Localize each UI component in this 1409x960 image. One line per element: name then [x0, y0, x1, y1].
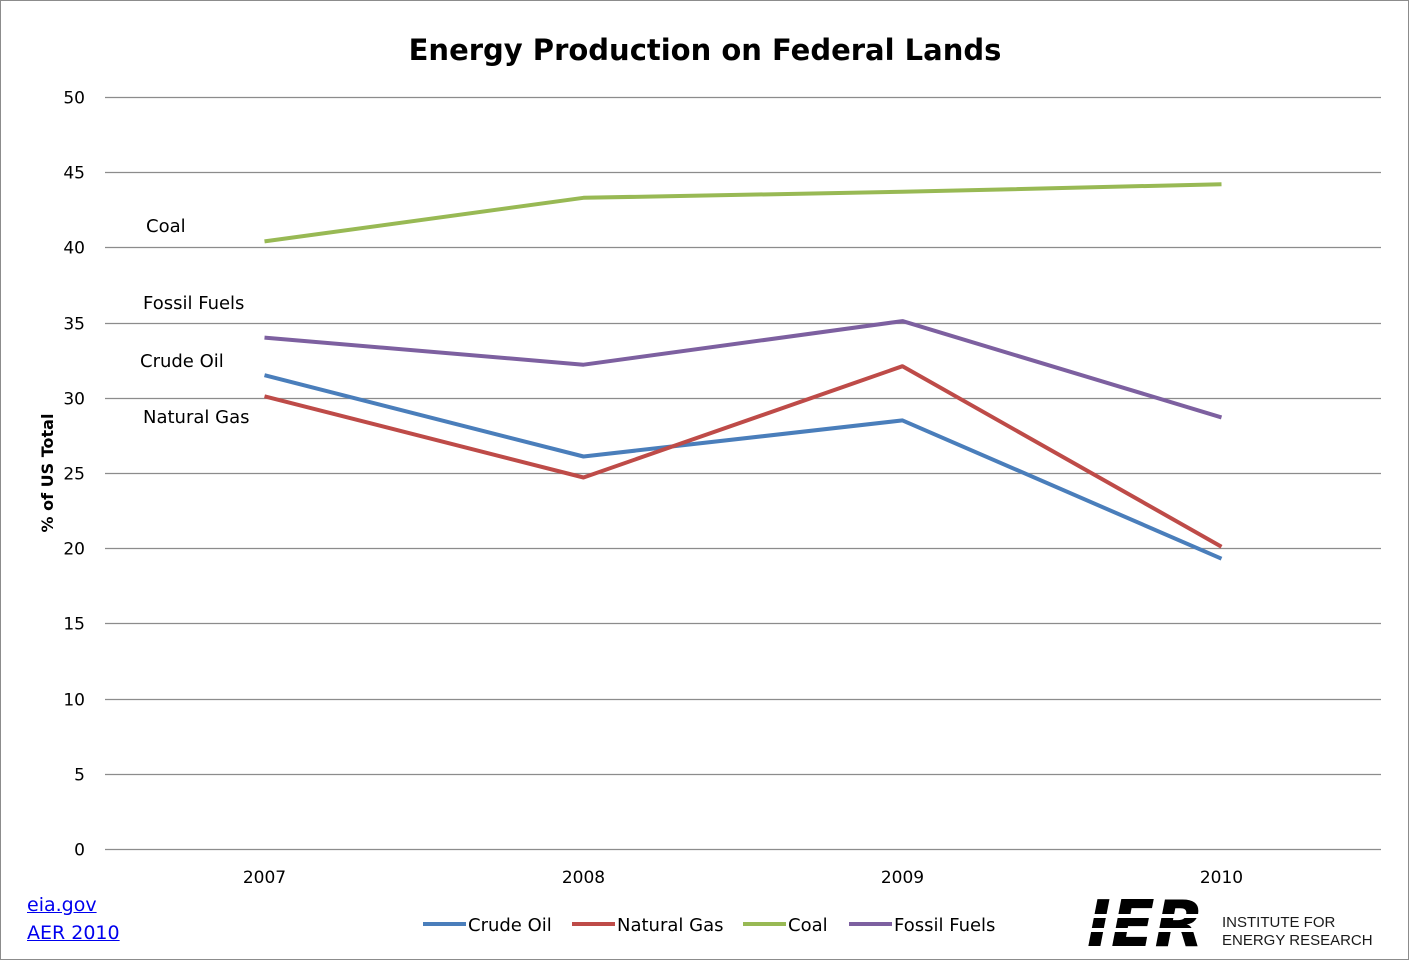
legend-label-natural-gas: Natural Gas [617, 915, 723, 936]
y-tick-label: 45 [63, 164, 85, 184]
y-tick-label: 15 [63, 615, 85, 635]
logo-stripe [1091, 914, 1213, 918]
y-axis-title: % of US Total [38, 414, 57, 533]
legend-label-fossil-fuels: Fossil Fuels [894, 915, 995, 936]
x-tick-label: 2007 [243, 868, 286, 888]
legend: Crude Oil Natural Gas Coal Fossil Fuels [423, 915, 995, 936]
x-axis-ticks: 2007 2008 2009 2010 [243, 868, 1243, 888]
y-tick-label: 30 [63, 390, 85, 410]
series-line-crude-oil [264, 373, 1223, 561]
y-tick-label: 0 [74, 841, 85, 861]
series-line-natural-gas [264, 364, 1223, 549]
source-link-aer[interactable]: AER 2010 [27, 922, 120, 944]
y-axis-ticks: 0 5 10 15 20 25 30 35 40 45 50 [63, 89, 85, 861]
y-tick-label: 25 [63, 465, 85, 485]
x-tick-label: 2008 [562, 868, 605, 888]
logo-line-2: ENERGY RESEARCH [1222, 932, 1373, 949]
y-tick-label: 10 [63, 691, 85, 711]
annotation-label: Coal [146, 216, 186, 237]
y-tick-label: 35 [63, 315, 85, 335]
annotation-label: Fossil Fuels [143, 293, 244, 314]
annotation-label: Crude Oil [140, 351, 224, 372]
ier-logo: IER INSTITUTE FOR ENERGY RESEARCH [1087, 891, 1373, 951]
logo-stripe [1089, 928, 1211, 932]
chart-title: Energy Production on Federal Lands [409, 33, 1002, 67]
y-tick-label: 50 [63, 89, 85, 109]
y-tick-label: 20 [63, 540, 85, 560]
logo-line-1: INSTITUTE FOR [1222, 914, 1335, 931]
x-tick-label: 2010 [1200, 868, 1243, 888]
gridlines [105, 96, 1381, 851]
legend-label-crude-oil: Crude Oil [468, 915, 552, 936]
logo-mark: IER [1087, 891, 1204, 951]
series-lines [264, 182, 1223, 561]
y-tick-label: 5 [74, 766, 85, 786]
series-line-coal [264, 182, 1222, 244]
y-tick-label: 40 [63, 239, 85, 259]
annotation-label: Natural Gas [143, 407, 249, 428]
source-link-eia[interactable]: eia.gov [27, 894, 97, 916]
x-tick-label: 2009 [881, 868, 924, 888]
legend-label-coal: Coal [788, 915, 828, 936]
series-line-fossil-fuels [264, 319, 1223, 420]
series-annotations: Coal Fossil Fuels Crude Oil Natural Gas [140, 216, 249, 428]
